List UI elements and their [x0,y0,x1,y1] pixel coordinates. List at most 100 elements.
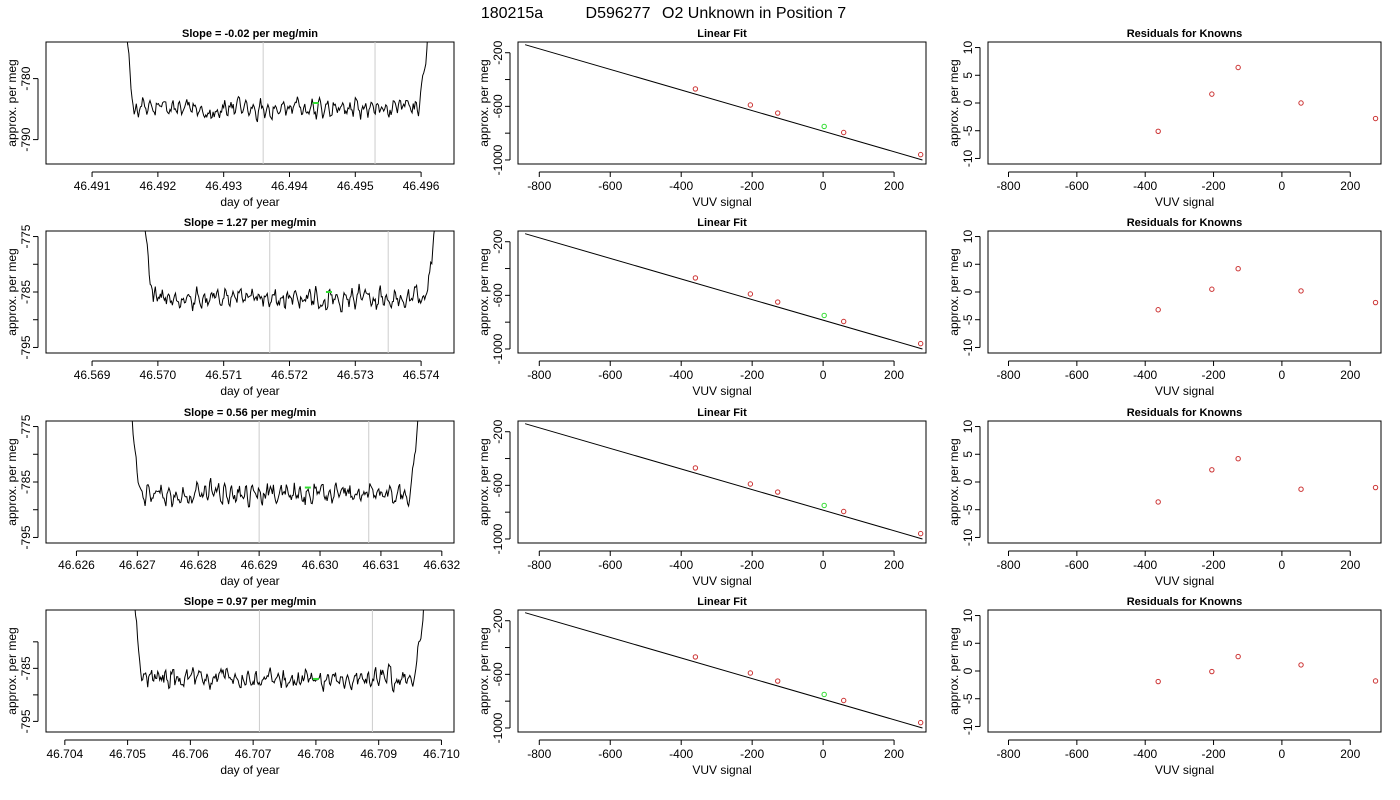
plot-frame [987,41,1382,165]
y-tick-label: 5 [961,451,975,458]
known-point [840,697,847,704]
x-tick-label: 46.626 [58,558,95,572]
x-tick-label: 46.708 [298,747,335,761]
residual-point [1155,678,1161,685]
plot-frame [45,230,455,354]
x-tick-label: -600 [1065,558,1089,572]
known-point [840,129,847,136]
plot-area [1155,653,1379,685]
x-axis-label: VUV signal [1155,574,1214,588]
y-tick-label: -200 [491,608,505,632]
x-tick-label: -400 [669,368,693,382]
x-axis-label: day of year [220,574,279,588]
x-tick-label: 0 [820,747,827,761]
x-tick-label: -800 [527,747,551,761]
x-tick-label: -400 [669,179,693,193]
chart-panel-linear_fit-row2: Linear Fit -800 -600 -400 -200 0 200 VUV signal… [477,217,927,398]
plot-frame [987,230,1382,354]
chart-panel-timeseries-row2: Slope = 1.27 per meg/min 46.569 46.570 46.5… [5,217,455,398]
residual-point [1298,100,1304,106]
y-tick-label: -1000 [491,144,505,175]
x-axis-label: VUV signal [692,195,751,209]
x-tick-label: 46.493 [205,179,242,193]
residual-point [1235,456,1241,462]
x-tick-label: -600 [598,747,622,761]
plot-frame [987,609,1382,733]
chart-title: Residuals for Knowns [1127,596,1243,608]
y-tick-label: -600 [491,283,505,307]
x-tick-label: -800 [527,368,551,382]
y-tick-label: 0 [961,99,975,106]
chart-title: Slope = -0.02 per meg/min [182,28,318,40]
x-tick-label: 46.705 [109,747,146,761]
x-tick-label: -400 [669,747,693,761]
x-tick-label: 46.630 [302,558,339,572]
plot-frame [517,420,927,544]
x-tick-label: -800 [996,747,1020,761]
known-point [747,291,754,297]
x-tick-label: 0 [1279,368,1286,382]
fit-line [524,612,923,729]
x-tick-label: 46.569 [74,368,111,382]
x-axis-label: day of year [220,195,279,209]
x-tick-label: 46.709 [360,747,397,761]
x-tick-label: -200 [740,558,764,572]
unknown-point [821,312,827,319]
x-tick-label: 46.571 [205,368,242,382]
x-tick-label: 46.632 [423,558,460,572]
chart-title: Linear Fit [697,217,747,229]
unknown-point [821,123,827,130]
y-tick-label: -600 [491,94,505,118]
residual-point [1235,64,1241,71]
y-tick-label: 5 [961,261,975,268]
x-tick-label: 46.707 [235,747,272,761]
x-axis-label: day of year [220,763,279,777]
x-tick-label: -200 [1202,179,1226,193]
known-point [917,530,924,537]
fit-line [524,233,923,350]
y-tick-label: -200 [491,419,505,443]
chart-panel-residuals-row3: Residuals for Knowns -800 -600 -400 -200 0 200… [947,407,1382,588]
y-tick-label: -600 [491,662,505,686]
x-tick-label: 0 [1279,179,1286,193]
chart-title: Residuals for Knowns [1127,217,1243,229]
known-point [747,670,754,676]
y-tick-label: -1000 [491,523,505,554]
x-tick-label: 46.492 [140,179,177,193]
chart-panel-linear_fit-row1: Linear Fit -800 -600 -400 -200 0 200 VUV signal… [477,28,927,209]
known-point [840,318,847,325]
x-axis-label: VUV signal [1155,384,1214,398]
y-tick-label: 10 [961,609,975,623]
x-tick-label: -400 [669,558,693,572]
chart-title: Residuals for Knowns [1127,28,1243,40]
x-tick-label: -600 [598,558,622,572]
x-axis-label: VUV signal [692,384,751,398]
x-tick-label: 200 [884,179,904,193]
y-axis-label: approx. per meg [477,59,491,146]
x-tick-label: 46.704 [46,747,83,761]
x-axis-label: VUV signal [692,574,751,588]
known-point [917,719,924,726]
plot-area [1155,266,1379,313]
y-tick-label: 10 [961,230,975,244]
plot-area [1155,64,1379,134]
y-tick-label: -10 [961,528,975,546]
plot-area [524,423,924,540]
x-tick-label: -200 [1202,747,1226,761]
plot-frame [517,230,927,354]
unknown-point [821,502,827,509]
x-tick-label: 0 [820,368,827,382]
x-axis-label: VUV signal [1155,195,1214,209]
residual-point [1298,486,1304,492]
chart-title: Linear Fit [697,407,747,419]
known-point [775,299,781,305]
x-axis-label: day of year [220,384,279,398]
chart-panel-timeseries-row1: Slope = -0.02 per meg/min 46.491 46.492 46.… [5,28,455,209]
known-point [917,151,924,158]
x-tick-label: 46.496 [403,179,440,193]
known-point [840,508,847,515]
x-tick-label: 0 [820,558,827,572]
unknown-point [821,691,827,698]
x-tick-label: -600 [598,179,622,193]
